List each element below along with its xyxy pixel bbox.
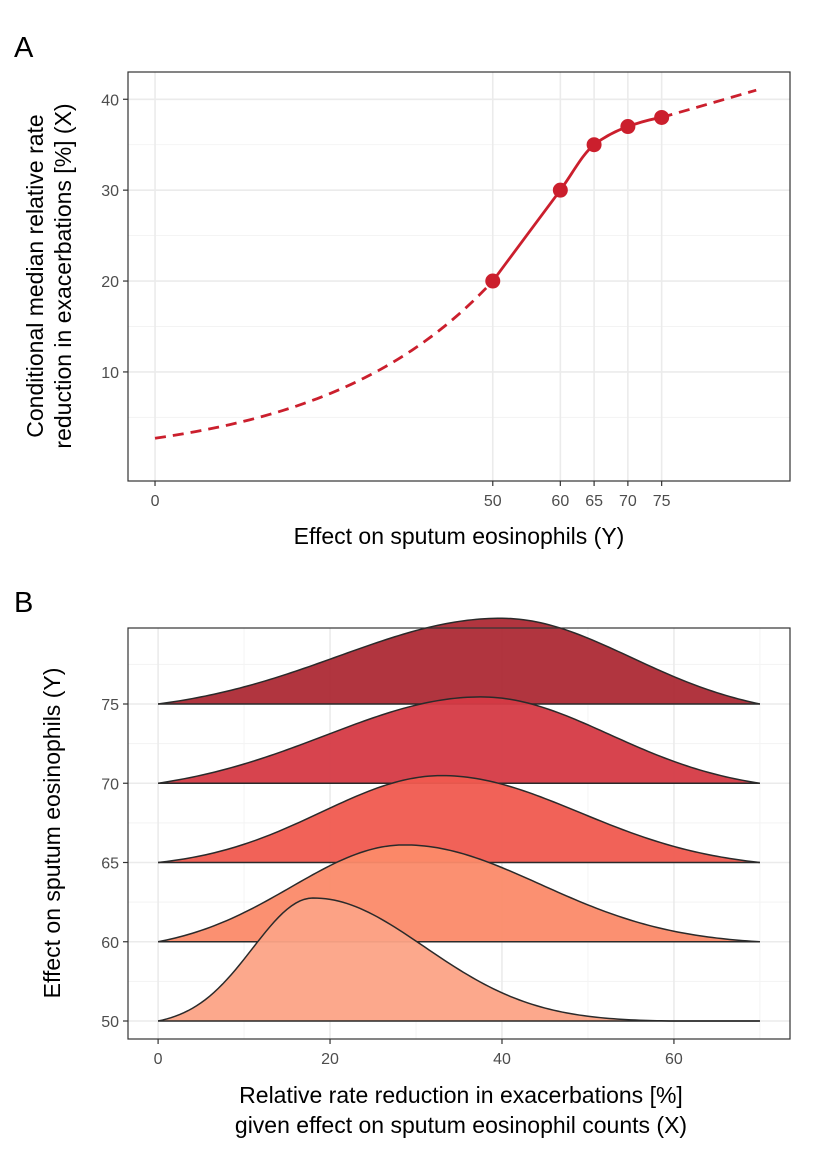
a-y-tick-label-20: 20 bbox=[101, 274, 119, 291]
panel-b-x-title-line1: Relative rate reduction in exacerbations… bbox=[239, 1082, 683, 1108]
ridge-outline-70 bbox=[157, 696, 761, 784]
b-y-tick-label-70: 70 bbox=[101, 776, 119, 793]
ridge-outline-65 bbox=[158, 774, 760, 864]
a-y-tick-label-30: 30 bbox=[101, 183, 119, 200]
a-x-tick-label-65: 65 bbox=[585, 493, 603, 510]
b-x-tick-label-40: 40 bbox=[493, 1051, 511, 1068]
ridge-fill-65 bbox=[158, 775, 760, 863]
a-point-75 bbox=[654, 109, 670, 125]
panel-a-y-title-line1: Conditional median relative rate bbox=[22, 114, 48, 437]
a-fitted-curve bbox=[491, 116, 662, 282]
a-x-tick-label-50: 50 bbox=[484, 493, 502, 510]
a-y-tick-label-10: 10 bbox=[101, 365, 119, 382]
panel-b-border bbox=[127, 627, 791, 1040]
panel-a-border bbox=[127, 71, 791, 482]
a-x-tick-label-0: 0 bbox=[151, 493, 160, 510]
a-point-70 bbox=[620, 119, 636, 135]
panel-b-ticks: 0 20 40 60 50 60 65 70 75 bbox=[101, 697, 683, 1068]
ridge-outline-75 bbox=[157, 617, 761, 705]
a-point-65 bbox=[586, 137, 602, 153]
ridge-fill-50 bbox=[158, 898, 760, 1021]
a-extrapolated-left bbox=[154, 280, 494, 440]
panel-b-y-title: Effect on sputum eosinophils (Y) bbox=[39, 668, 65, 999]
a-point-60 bbox=[552, 182, 568, 198]
panel-b-tag: B bbox=[14, 587, 33, 619]
panel-b-ridges bbox=[157, 617, 761, 1022]
b-x-tick-label-0: 0 bbox=[154, 1051, 163, 1068]
b-y-tick-label-75: 75 bbox=[101, 697, 119, 714]
panel-a-y-title-line2: reduction in exacerbations [%] (X) bbox=[50, 103, 76, 448]
a-x-tick-label-70: 70 bbox=[619, 493, 637, 510]
panel-a-series bbox=[154, 88, 757, 440]
panel-a-chart: A 0 50 60 65 70 75 10 20 30 40 Effect on sputum e… bbox=[14, 32, 791, 549]
panel-a-tag: A bbox=[14, 32, 34, 64]
ridge-outline-60 bbox=[157, 844, 760, 943]
b-y-tick-label-50: 50 bbox=[101, 1014, 119, 1031]
panel-a-x-title: Effect on sputum eosinophils (Y) bbox=[294, 523, 625, 549]
a-x-tick-label-75: 75 bbox=[653, 493, 671, 510]
a-x-tick-label-60: 60 bbox=[551, 493, 569, 510]
ridge-fill-75 bbox=[158, 618, 760, 704]
a-point-50 bbox=[485, 273, 501, 289]
b-y-tick-label-60: 60 bbox=[101, 935, 119, 952]
panel-a-ticks: 0 50 60 65 70 75 10 20 30 40 bbox=[101, 92, 670, 510]
ridge-fill-70 bbox=[158, 696, 760, 784]
panel-a-points bbox=[485, 109, 670, 289]
panel-b-chart: B 0 20 40 60 50 60 65 70 75 Relative rate reduct… bbox=[14, 587, 791, 1138]
panel-a-minor-gridlines bbox=[128, 144, 790, 418]
panel-a-major-gridlines bbox=[128, 72, 790, 481]
b-y-tick-label-65: 65 bbox=[101, 856, 119, 873]
b-x-tick-label-60: 60 bbox=[665, 1051, 683, 1068]
b-x-tick-label-20: 20 bbox=[321, 1051, 339, 1068]
a-y-tick-label-40: 40 bbox=[101, 92, 119, 109]
a-extrapolated-right bbox=[661, 88, 757, 119]
panel-b-x-title-line2: given effect on sputum eosinophil counts… bbox=[235, 1112, 687, 1138]
